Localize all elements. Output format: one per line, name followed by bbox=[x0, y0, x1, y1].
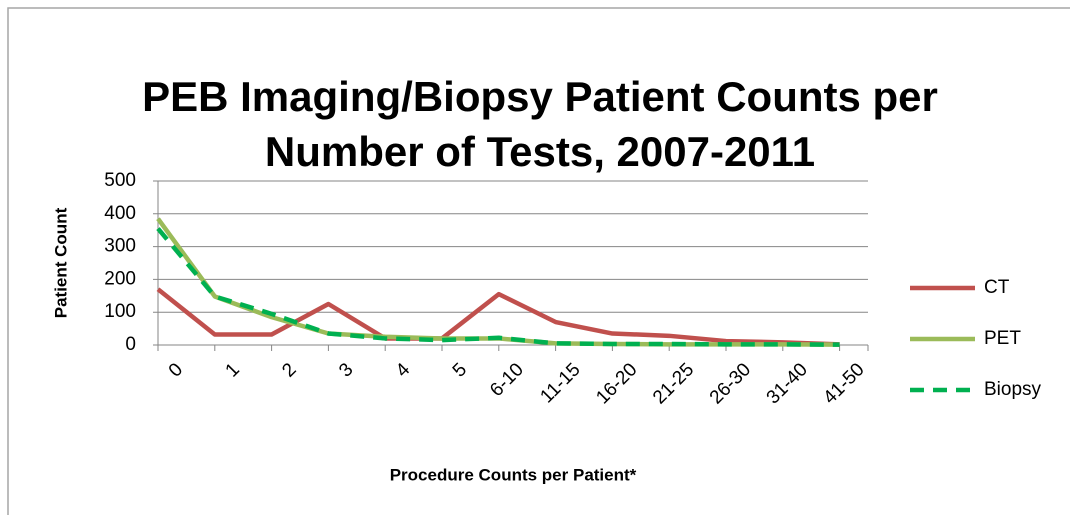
series-line bbox=[156, 227, 840, 347]
legend-label: CT bbox=[984, 277, 1010, 298]
y-tick-label: 200 bbox=[104, 268, 136, 289]
y-tick-label: 300 bbox=[104, 236, 136, 257]
legend-label: Biopsy bbox=[984, 379, 1042, 400]
chart-border bbox=[7, 7, 1070, 515]
y-tick-label: 400 bbox=[104, 203, 136, 224]
series-line bbox=[156, 287, 840, 347]
y-tick-label: 500 bbox=[104, 170, 136, 191]
y-tick-label: 0 bbox=[125, 334, 136, 355]
chart-title-line-1: PEB Imaging/Biopsy Patient Counts per bbox=[142, 73, 938, 120]
chart-title-line-2: Number of Tests, 2007-2011 bbox=[265, 128, 815, 175]
legend-label: PET bbox=[984, 328, 1021, 349]
legend: CT PET Biopsy bbox=[910, 277, 1042, 400]
y-axis-title: Patient Count bbox=[51, 207, 70, 318]
x-axis-title: Procedure Counts per Patient* bbox=[390, 465, 637, 484]
y-tick-label: 100 bbox=[104, 301, 136, 322]
